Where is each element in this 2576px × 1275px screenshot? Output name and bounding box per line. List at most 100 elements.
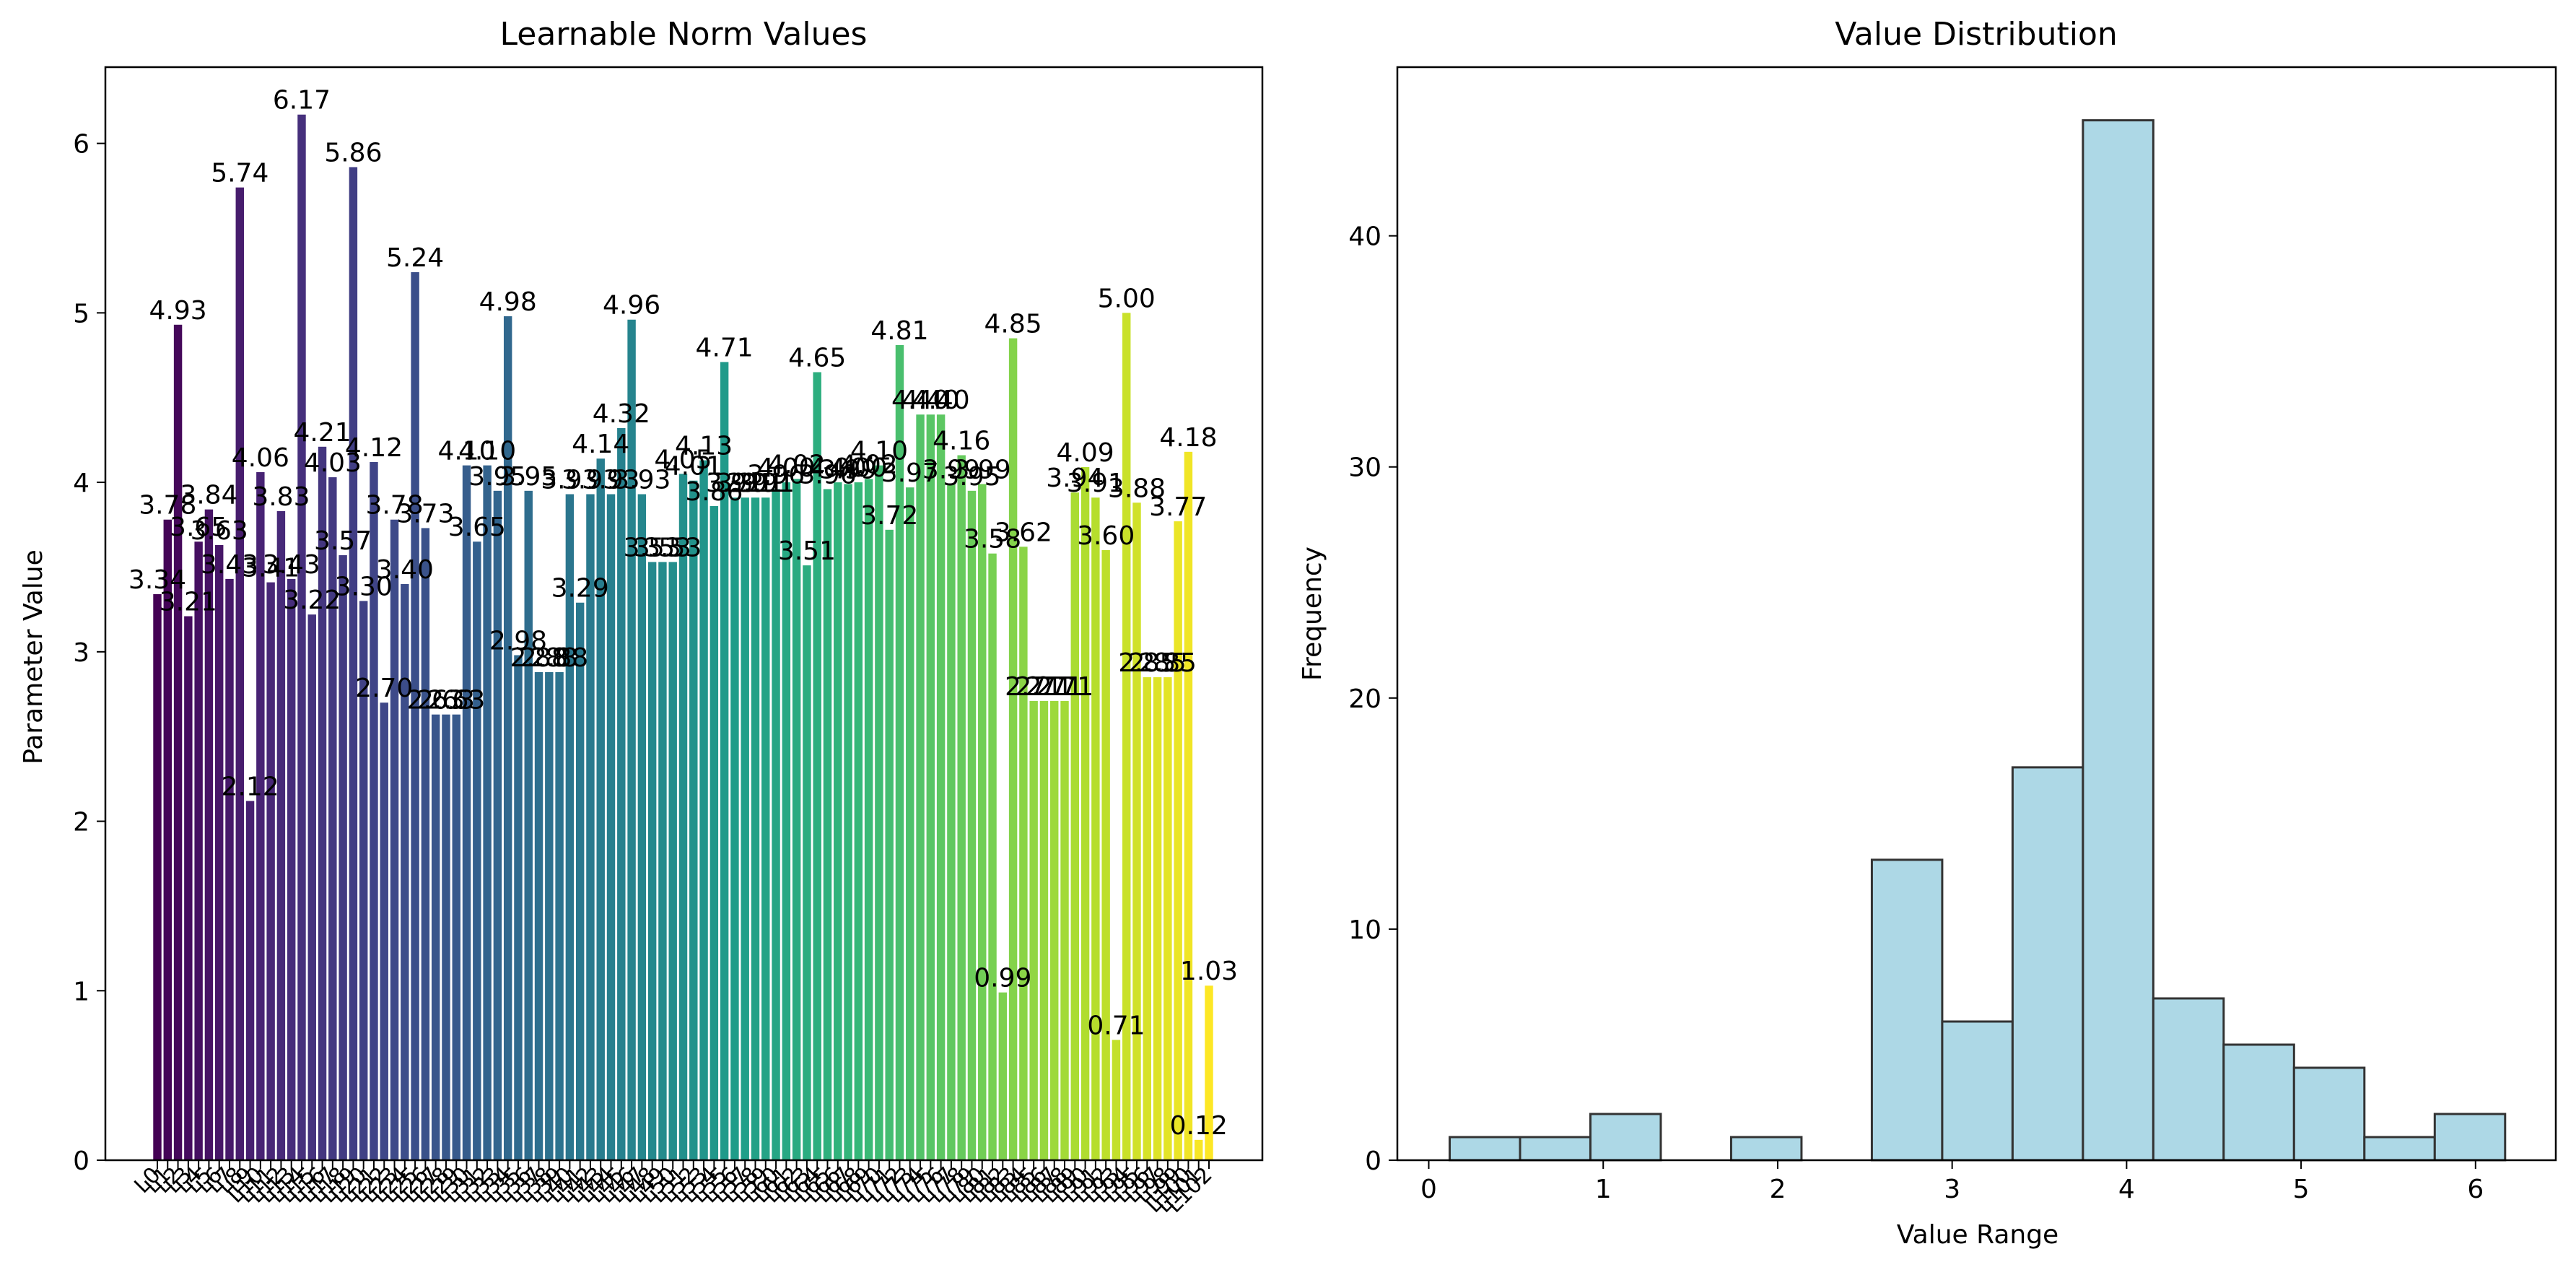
chart2-y-tick-label: 10 (1348, 915, 1381, 945)
chart1-bar (545, 671, 554, 1160)
chart1-bar (266, 582, 275, 1160)
chart2-histogram-bar (1870, 858, 1944, 1162)
chart1-bar (184, 616, 193, 1160)
chart1-bar-value-label: 2.63 (407, 686, 465, 715)
chart1-bar-value-label: 4.00 (809, 453, 867, 483)
chart1-bar-value-label: 3.91 (737, 469, 795, 498)
chart1-y-axis: 0 1 2 3 4 5 6 (73, 130, 105, 1176)
chart1-bar-value-label: 5.74 (211, 159, 268, 188)
chart1-bar (803, 565, 811, 1160)
chart1-bar-value-label: 4.16 (933, 427, 990, 456)
chart2-y-axis: 0 10 20 30 40 (1348, 222, 1397, 1176)
chart1-bar-value-label: 3.86 (685, 477, 743, 507)
chart1-bar (741, 497, 749, 1160)
chart1-bar-value-label: 3.29 (551, 574, 609, 604)
chart1-bar-value-label: 3.88 (1108, 474, 1166, 503)
chart1-bar-value-label: 2.88 (520, 643, 578, 673)
chart1-bar (586, 494, 595, 1160)
chart1-bar (493, 490, 502, 1160)
chart1-bar-value-label: 4.10 (850, 437, 908, 466)
chart1-bar-value-label: 5.24 (386, 243, 444, 273)
chart1-bar-value-label: 4.21 (293, 418, 351, 448)
chart1-bar-value-label: 4.09 (1057, 438, 1114, 468)
chart1-bar (214, 544, 224, 1160)
chart1-bar-value-label: 4.06 (232, 443, 289, 473)
chart2-x-tick-label: 6 (2467, 1175, 2484, 1204)
chart1-bar (782, 482, 791, 1160)
chart1-plot-frame (104, 66, 1264, 1162)
chart1-bar (1080, 466, 1090, 1160)
chart1-bar-value-label: 6.17 (273, 86, 331, 116)
chart1-bar (906, 487, 914, 1160)
chart1-bar (194, 541, 203, 1160)
chart1-bar-value-label: 3.95 (499, 462, 557, 492)
chart1-bar (658, 562, 667, 1160)
chart1-bar (1174, 521, 1182, 1160)
chart1-bar (534, 671, 543, 1160)
chart1-bar (710, 505, 719, 1160)
chart1-bar-value-label: 3.93 (613, 466, 671, 495)
chart1-bar-value-label: 3.94 (1046, 464, 1104, 493)
chart1-bar-value-label: 3.78 (365, 491, 423, 521)
chart1-bar (411, 272, 419, 1160)
chart1-bar-value-label: 3.43 (263, 550, 320, 580)
chart1-bar-value-label: 3.95 (943, 462, 1000, 492)
chart1-bar-value-label: 3.34 (128, 565, 186, 595)
chart1-bar (720, 362, 729, 1160)
chart1-bar (1101, 549, 1110, 1160)
chart1-bar-value-label: 3.97 (881, 458, 939, 488)
chart2-histogram-bar (2363, 1136, 2436, 1162)
chart1-bar-value-label: 3.53 (634, 533, 691, 562)
chart1-bar (1195, 1139, 1203, 1160)
chart1-bar (957, 455, 966, 1160)
chart1-bar (936, 414, 946, 1160)
chart1-bar (565, 494, 575, 1160)
chart1-bar-value-label: 3.91 (716, 469, 774, 498)
chart1-bar (483, 465, 492, 1160)
chart1-bar-value-label: 3.21 (160, 588, 217, 617)
chart1-bar (1039, 700, 1049, 1160)
chart1-bar-value-label: 2.85 (1118, 648, 1176, 678)
chart1-bar (359, 601, 368, 1160)
chart1-bar-value-label: 4.18 (1159, 423, 1217, 453)
chart1-bar-value-label: 5.00 (1098, 284, 1156, 313)
chart1-bar (349, 167, 358, 1160)
chart2-x-tick-label: 1 (1595, 1175, 1612, 1204)
chart2-histogram-bar (2152, 997, 2225, 1162)
chart1-bar (751, 497, 760, 1160)
chart1-bar-value-label: 2.63 (427, 686, 485, 715)
chart1-bar (318, 446, 327, 1160)
chart1-bar-value-label: 2.71 (1036, 672, 1093, 702)
chart1-bar (1153, 677, 1162, 1160)
chart1-bar-value-label: 2.85 (1139, 648, 1197, 678)
chart1-bar (1091, 497, 1100, 1160)
chart1-bar-value-label: 3.95 (468, 462, 526, 492)
value-distribution-chart: Value Distribution Value Range Frequency… (1298, 16, 2557, 1250)
chart1-y-tick-label: 5 (73, 299, 89, 328)
chart1-bar-value-label: 3.57 (314, 526, 372, 556)
chart2-y-tick-label: 30 (1348, 453, 1381, 483)
chart1-bar (1008, 338, 1018, 1160)
chart1-bar (813, 372, 821, 1160)
chart1-bar (390, 519, 399, 1160)
chart1-bar-value-label: 3.60 (1077, 521, 1135, 551)
chart1-bar-value-label: 2.71 (1015, 672, 1073, 702)
chart1-bar-value-label: 3.51 (778, 536, 836, 566)
chart1-bar (1019, 547, 1028, 1160)
chart1-bar (864, 479, 873, 1160)
chart1-bar (823, 489, 832, 1160)
chart1-bar (730, 497, 739, 1160)
chart1-bar (875, 465, 883, 1160)
chart1-y-axis-label: Parameter Value (19, 549, 48, 765)
chart1-y-tick-label: 1 (73, 977, 89, 1006)
learnable-norm-values-chart: Learnable Norm Values Parameter Value 3.… (19, 16, 1264, 1218)
chart1-bar (503, 316, 512, 1160)
chart2-histogram-bar (2011, 766, 2084, 1162)
chart1-y-tick-label: 0 (73, 1146, 89, 1176)
chart1-bar (998, 992, 1008, 1160)
chart2-histogram-bar (1519, 1136, 1592, 1162)
chart1-bar (885, 529, 894, 1160)
chart1-bar (699, 460, 708, 1160)
chart1-bar-value-label: 4.00 (757, 453, 815, 483)
chart1-bar (235, 187, 244, 1161)
